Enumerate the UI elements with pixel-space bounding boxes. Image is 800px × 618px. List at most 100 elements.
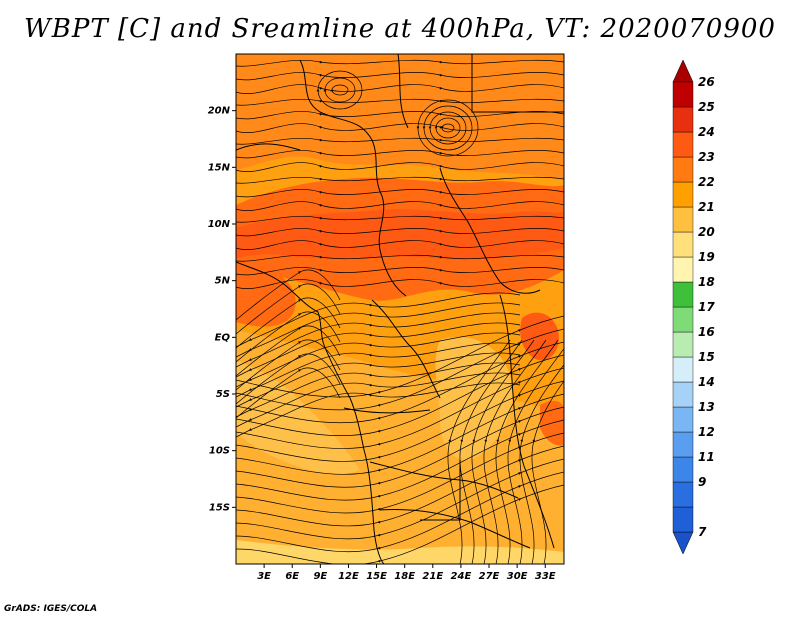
colorbar-label: 13 [698, 400, 715, 414]
colorbar-segment [672, 181, 694, 208]
field-north-warm [236, 54, 564, 180]
colorbar-label: 24 [698, 125, 715, 139]
colorbar-label: 14 [698, 375, 715, 389]
streamline [434, 117, 461, 139]
streamline [236, 297, 341, 349]
x-tick-label: 12E [338, 571, 359, 582]
country-borders [236, 54, 564, 564]
colorbar: 7 9 11 12 13 14 15 16 17 18 19 20 21 22 23 24 25 26 [672, 59, 715, 555]
grads-credit: GrADS: IGES/COLA [4, 604, 98, 614]
streamline [236, 311, 341, 363]
colorbar-segment [672, 356, 694, 383]
x-tick-label: 27E [479, 571, 500, 582]
x-tick-label: 3E [257, 571, 271, 582]
chart-title: WBPT [C] and Sreamline at 400hPa, VT: 20… [24, 14, 776, 44]
colorbar-label: 25 [698, 100, 715, 114]
streamline [316, 70, 363, 110]
streamline [236, 367, 341, 419]
x-tick-label: 9E [313, 571, 327, 582]
streamline [440, 123, 455, 133]
streamline [459, 339, 523, 564]
colorbar-label: 11 [698, 450, 715, 464]
streamline [330, 84, 349, 96]
streamline [236, 98, 564, 106]
streamline [236, 484, 564, 564]
streamline [519, 364, 564, 564]
colorbar-label: 22 [698, 175, 715, 189]
colorbar-label: 23 [698, 150, 715, 164]
colorbar-segment [672, 331, 694, 358]
streamline [422, 105, 473, 151]
x-tick-label: 24E [451, 571, 472, 582]
streamline [236, 123, 564, 133]
colorbar-segment [672, 106, 694, 133]
streamline [416, 99, 479, 157]
colorbar-segment [672, 381, 694, 408]
streamline [236, 176, 564, 184]
streamline [428, 111, 467, 145]
y-tick-label: 10N [208, 219, 231, 230]
x-tick-label: 21E [422, 571, 443, 582]
colorbar-label: 20 [698, 225, 715, 239]
colorbar-bottom-arrow [672, 531, 694, 555]
streamline [236, 84, 564, 94]
colorbar-segment [672, 131, 694, 158]
streamline [236, 269, 341, 321]
y-tick-label: 5S [216, 389, 230, 400]
streamline [236, 111, 564, 120]
streamline [236, 283, 341, 335]
colorbar-label: 16 [698, 325, 715, 339]
map-field [236, 54, 564, 564]
streamline [236, 254, 564, 262]
streamline [236, 59, 564, 67]
map-frame [235, 53, 565, 565]
streamline [236, 240, 564, 250]
streamline [236, 228, 564, 237]
colorbar-label: 21 [698, 200, 715, 214]
streamline [236, 215, 564, 223]
streamline [236, 325, 341, 377]
colorbar-segment [672, 206, 694, 233]
colorbar-segment [672, 81, 694, 108]
colorbar-segment [672, 156, 694, 183]
field-east-hot [520, 312, 559, 361]
colorbar-segment [672, 506, 694, 533]
streamline [507, 348, 564, 564]
y-tick-label: 5N [215, 276, 231, 287]
streamline [236, 189, 564, 198]
colorbar-segment [672, 431, 694, 458]
colorbar-segment [672, 281, 694, 308]
x-tick-label: 33E [535, 571, 556, 582]
colorbar-segment [672, 456, 694, 483]
colorbar-label: 7 [698, 525, 707, 539]
x-axis: 3E 6E 9E 12E 15E 18E 21E 24E 27E 30E 33E [257, 564, 556, 582]
streamline [236, 72, 564, 81]
colorbar-label: 17 [698, 300, 715, 314]
streamline [236, 353, 341, 405]
x-tick-label: 30E [507, 571, 528, 582]
x-tick-label: 18E [394, 571, 415, 582]
colorbar-segment [672, 481, 694, 508]
colorbar-segment [672, 406, 694, 433]
colorbar-label: 9 [698, 475, 706, 489]
field-hottest-band [236, 209, 564, 260]
streamline [447, 339, 511, 564]
streamline [483, 339, 547, 564]
y-tick-label: 20N [208, 106, 231, 117]
y-tick-label: 10S [209, 446, 230, 457]
streamline [236, 267, 564, 276]
y-tick-label: EQ [215, 332, 231, 343]
colorbar-label: 19 [698, 250, 715, 264]
colorbar-label: 18 [698, 275, 715, 289]
colorbar-segment [672, 256, 694, 283]
streamline [531, 380, 564, 564]
streamline [323, 77, 356, 103]
colorbar-label: 26 [698, 75, 715, 89]
streamline [236, 162, 564, 172]
colorbar-label: 15 [698, 350, 715, 364]
colorbar-top-arrow [672, 59, 694, 83]
x-tick-label: 6E [285, 571, 299, 582]
y-tick-label: 15S [209, 502, 230, 513]
streamline [236, 339, 341, 391]
